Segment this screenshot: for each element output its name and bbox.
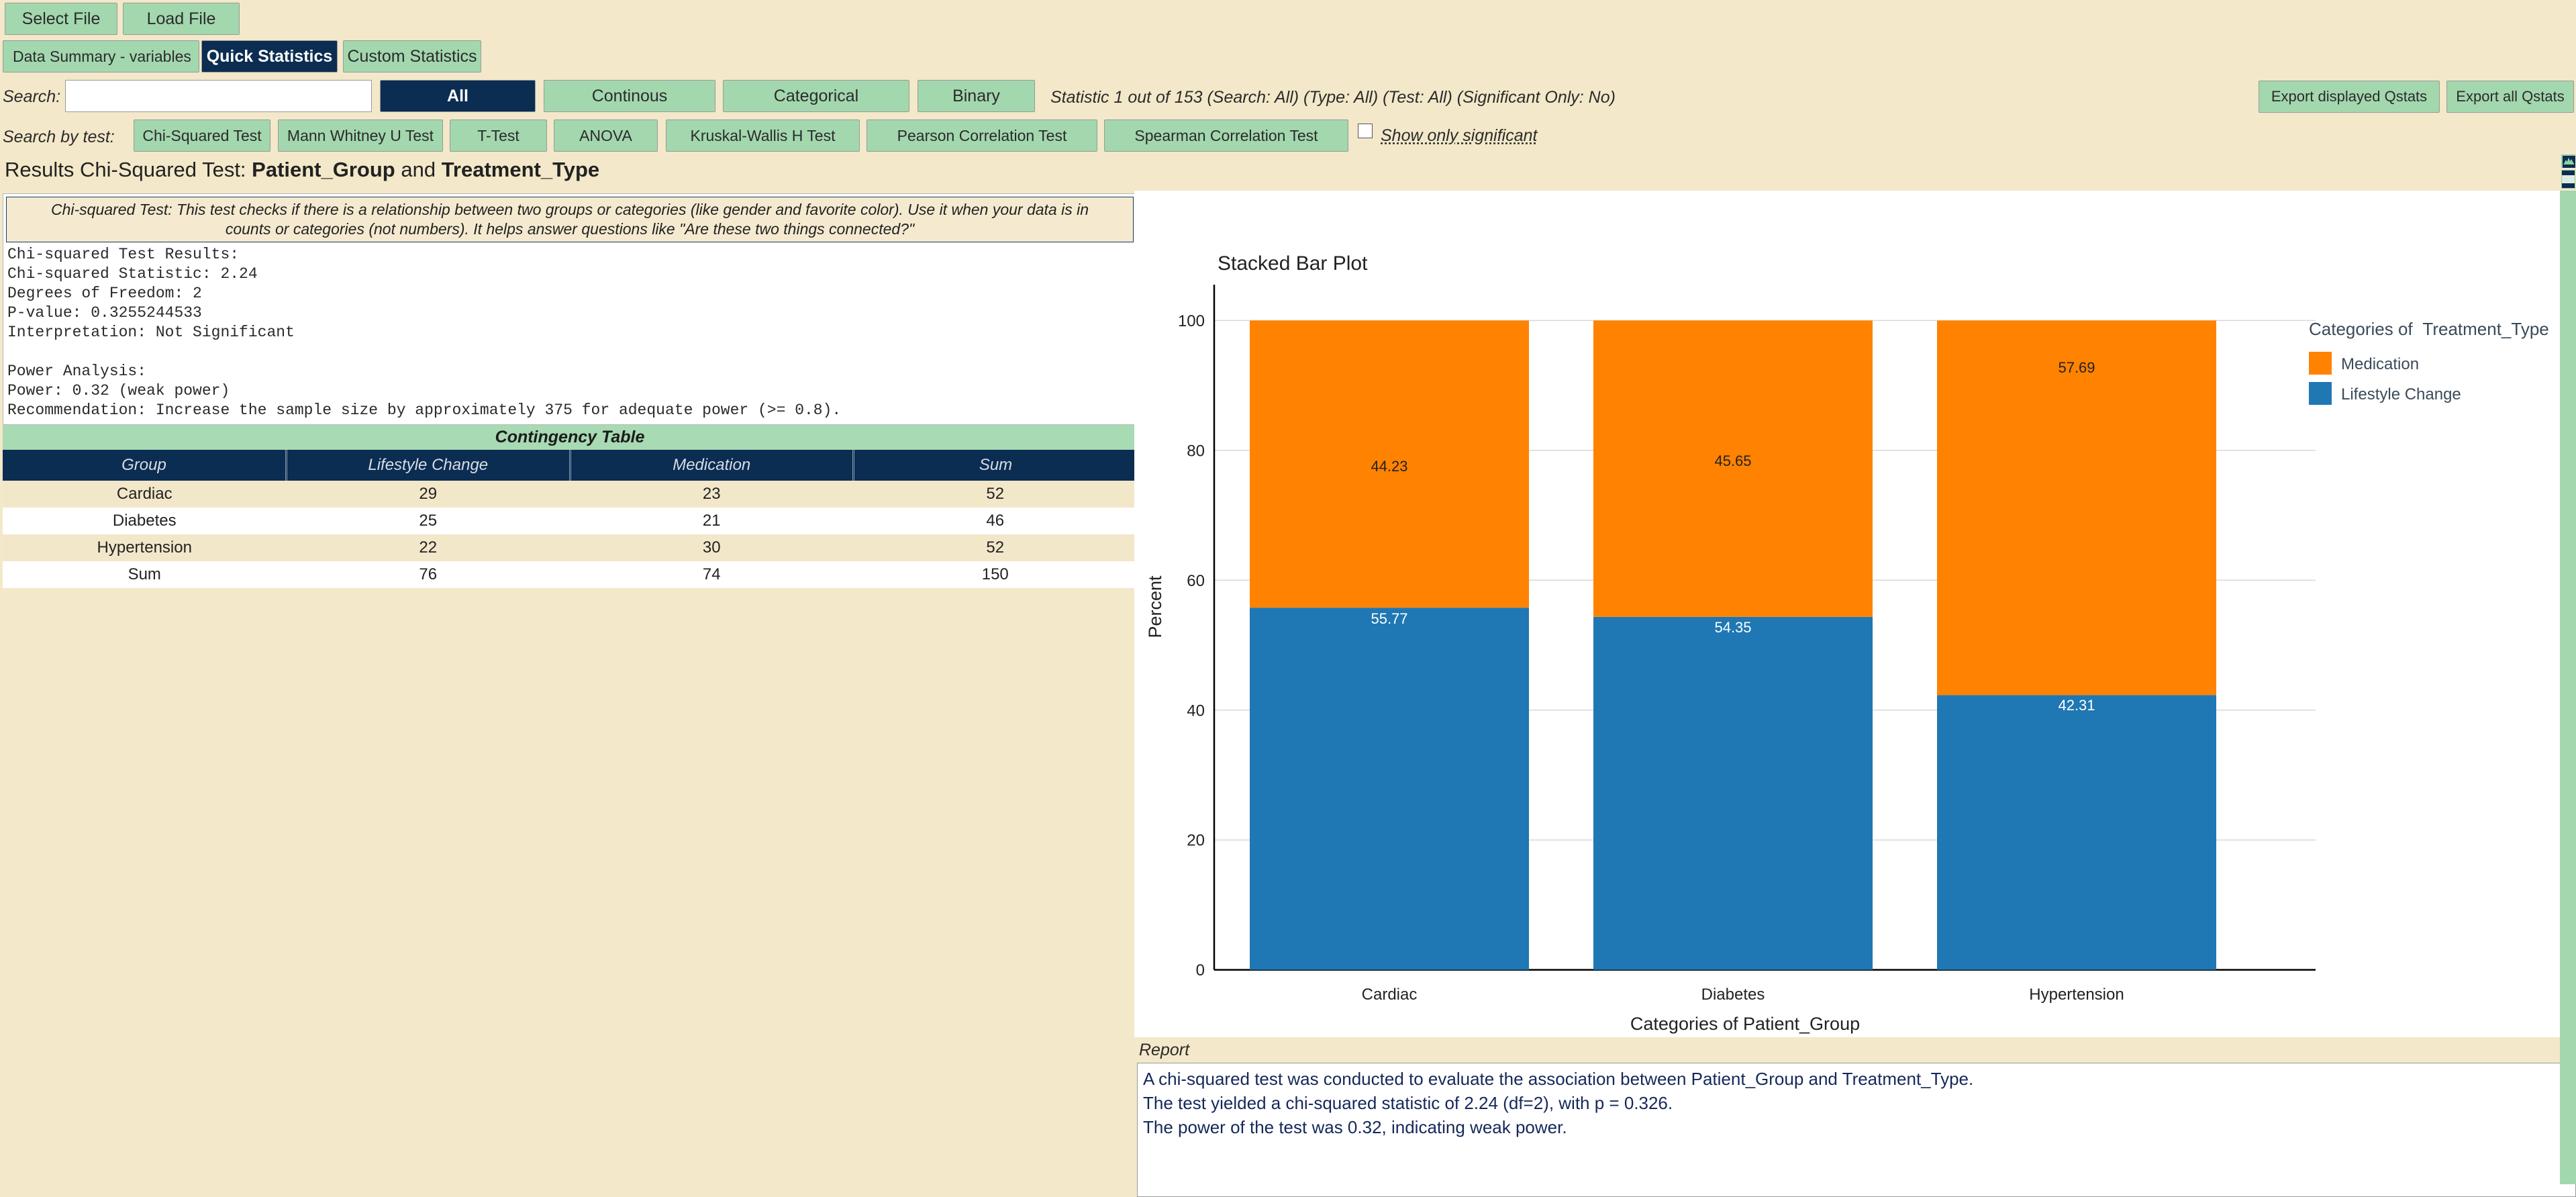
svg-text:Categories of Patient_Group: Categories of Patient_Group: [1630, 1014, 1860, 1034]
svg-text:60: 60: [1187, 572, 1205, 590]
svg-text:55.77: 55.77: [1371, 610, 1407, 627]
svg-text:45.65: 45.65: [1714, 452, 1751, 469]
svg-text:Hypertension: Hypertension: [2029, 986, 2124, 1004]
svg-text:40: 40: [1187, 702, 1205, 720]
svg-text:Stacked Bar Plot: Stacked Bar Plot: [1218, 252, 1368, 275]
svg-text:Categories of Treatment_Type: Categories of Treatment_Type: [2309, 319, 2549, 339]
svg-text:Lifestyle Change: Lifestyle Change: [2341, 385, 2461, 403]
svg-text:42.31: 42.31: [2058, 697, 2095, 714]
svg-text:57.69: 57.69: [2058, 359, 2095, 376]
svg-text:Cardiac: Cardiac: [1362, 986, 1418, 1004]
svg-text:44.23: 44.23: [1371, 458, 1407, 475]
svg-text:54.35: 54.35: [1714, 619, 1751, 636]
svg-text:20: 20: [1187, 832, 1205, 850]
svg-text:80: 80: [1187, 442, 1205, 460]
svg-text:Medication: Medication: [2341, 355, 2419, 373]
svg-text:100: 100: [1178, 312, 1205, 330]
svg-text:0: 0: [1196, 961, 1205, 979]
svg-text:Percent: Percent: [1145, 575, 1165, 638]
svg-text:Diabetes: Diabetes: [1701, 986, 1765, 1004]
